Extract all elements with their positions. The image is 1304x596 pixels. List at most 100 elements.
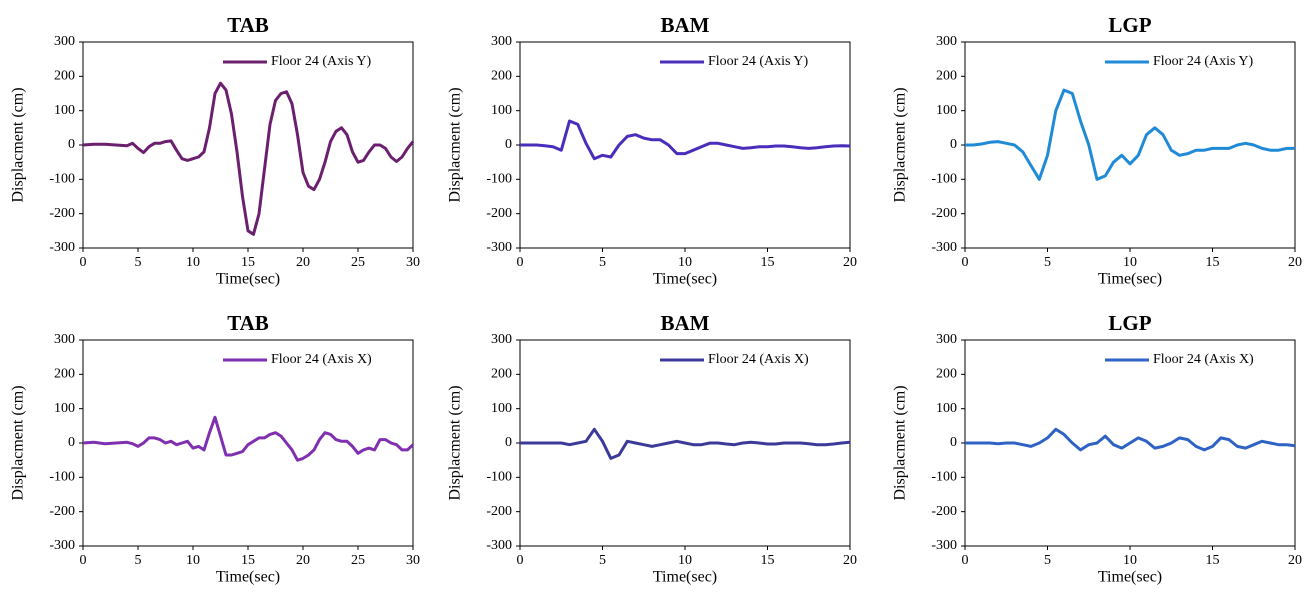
x-tick-label: 5: [599, 553, 606, 568]
x-tick-label: 10: [186, 553, 200, 568]
y-tick-label: 300: [491, 34, 512, 49]
data-line: [520, 427, 851, 460]
y-axis-label: Displacment (cm): [447, 385, 464, 500]
legend-label: Floor 24 (Axis X): [271, 352, 372, 367]
x-tick-label: 5: [135, 553, 142, 568]
x-tick-label: 5: [1044, 255, 1051, 270]
y-tick-label: -100: [486, 470, 512, 485]
y-tick-label: 100: [491, 401, 512, 416]
x-tick-label: 10: [678, 255, 692, 270]
data-line: [82, 81, 415, 236]
data-line: [82, 415, 415, 462]
y-tick-label: -100: [49, 172, 75, 187]
y-axis-label: Displacment (cm): [10, 385, 27, 500]
legend-label: Floor 24 (Axis X): [1153, 352, 1254, 367]
x-tick-label: 30: [406, 255, 420, 270]
x-tick-label: 0: [80, 553, 87, 568]
y-tick-label: 200: [54, 367, 75, 382]
x-tick-label: 15: [241, 553, 255, 568]
x-axis-label: Time(sec): [216, 271, 280, 288]
x-tick-label: 5: [1044, 553, 1051, 568]
y-tick-label: -300: [49, 240, 75, 255]
y-tick-label: -300: [486, 538, 512, 553]
y-tick-label: -100: [486, 172, 512, 187]
x-tick-label: 20: [296, 255, 310, 270]
y-tick-label: -300: [931, 538, 957, 553]
y-tick-label: -200: [49, 206, 75, 221]
y-tick-label: -200: [486, 504, 512, 519]
y-tick-label: -200: [931, 504, 957, 519]
x-tick-label: 15: [761, 255, 775, 270]
y-tick-label: 0: [68, 435, 75, 450]
y-tick-label: 100: [54, 103, 75, 118]
y-tick-label: -300: [486, 240, 512, 255]
data-line: [965, 88, 1295, 181]
legend-label: Floor 24 (Axis Y): [271, 54, 372, 69]
x-tick-label: 25: [351, 255, 365, 270]
chart-title: BAM: [661, 13, 710, 37]
legend-label: Floor 24 (Axis X): [708, 352, 809, 367]
x-tick-label: 5: [135, 255, 142, 270]
y-tick-label: 0: [68, 137, 75, 152]
x-tick-label: 10: [1123, 255, 1137, 270]
chart-title: TAB: [227, 13, 269, 37]
y-axis-label: Displacment (cm): [447, 87, 464, 202]
y-tick-label: -200: [486, 206, 512, 221]
x-tick-label: 10: [1123, 553, 1137, 568]
y-tick-label: -100: [931, 470, 957, 485]
y-tick-label: -100: [931, 172, 957, 187]
x-tick-label: 15: [1206, 553, 1220, 568]
y-tick-label: -300: [49, 538, 75, 553]
x-tick-label: 20: [1288, 553, 1302, 568]
y-tick-label: 200: [491, 69, 512, 84]
x-axis-label: Time(sec): [653, 569, 717, 586]
x-axis-label: Time(sec): [1098, 271, 1162, 288]
x-tick-label: 0: [962, 553, 969, 568]
y-tick-label: -300: [931, 240, 957, 255]
x-tick-label: 10: [186, 255, 200, 270]
x-tick-label: 0: [80, 255, 87, 270]
x-tick-label: 25: [351, 553, 365, 568]
data-line: [520, 119, 851, 161]
x-tick-label: 0: [517, 255, 524, 270]
data-line: [965, 427, 1296, 452]
chart-title: LGP: [1108, 13, 1151, 37]
y-tick-label: 100: [54, 401, 75, 416]
y-axis-label: Displacment (cm): [892, 87, 909, 202]
y-tick-label: 0: [505, 137, 512, 152]
chart-title: BAM: [661, 311, 710, 335]
y-tick-label: 200: [54, 69, 75, 84]
x-axis-label: Time(sec): [653, 271, 717, 288]
x-tick-label: 20: [843, 553, 857, 568]
y-axis-label: Displacment (cm): [10, 87, 27, 202]
x-tick-label: 20: [296, 553, 310, 568]
y-axis-label: Displacment (cm): [892, 385, 909, 500]
x-tick-label: 15: [1206, 255, 1220, 270]
y-tick-label: 300: [54, 332, 75, 347]
x-tick-label: 15: [761, 553, 775, 568]
x-axis-label: Time(sec): [216, 569, 280, 586]
y-tick-label: 0: [505, 435, 512, 450]
x-tick-label: 5: [599, 255, 606, 270]
x-tick-label: 20: [843, 255, 857, 270]
chart-title: LGP: [1108, 311, 1151, 335]
y-tick-label: 300: [54, 34, 75, 49]
x-tick-label: 10: [678, 553, 692, 568]
y-tick-label: 0: [950, 435, 957, 450]
x-tick-label: 15: [241, 255, 255, 270]
legend-label: Floor 24 (Axis Y): [708, 54, 809, 69]
x-tick-label: 0: [962, 255, 969, 270]
y-tick-label: 100: [936, 103, 957, 118]
y-tick-label: -200: [49, 504, 75, 519]
y-tick-label: -200: [931, 206, 957, 221]
y-tick-label: 300: [936, 332, 957, 347]
y-tick-label: -100: [49, 470, 75, 485]
chart-title: TAB: [227, 311, 269, 335]
y-tick-label: 100: [936, 401, 957, 416]
x-tick-label: 20: [1288, 255, 1302, 270]
y-tick-label: 200: [491, 367, 512, 382]
x-tick-label: 0: [517, 553, 524, 568]
y-tick-label: 200: [936, 367, 957, 382]
